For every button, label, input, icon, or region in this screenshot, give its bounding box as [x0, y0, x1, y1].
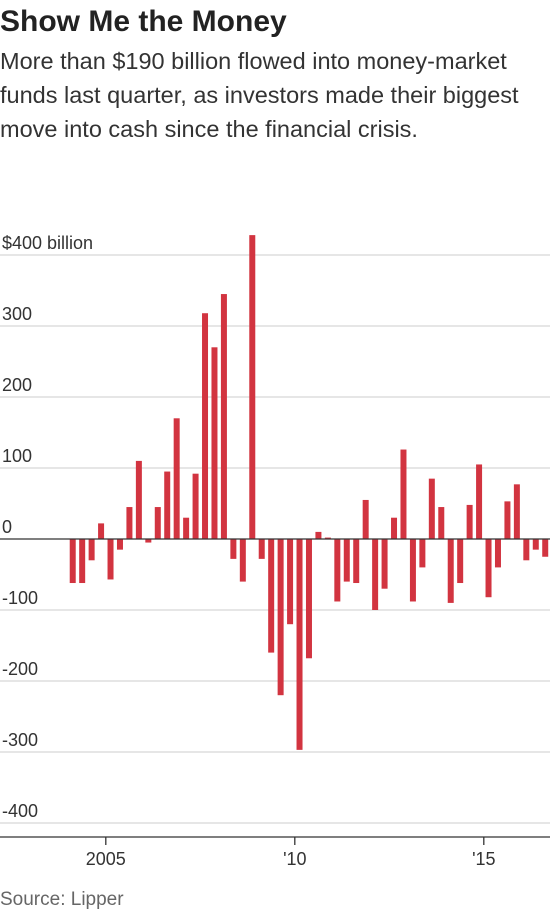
bar [268, 539, 275, 653]
bars [69, 235, 549, 750]
bar [202, 313, 209, 539]
bar [362, 499, 369, 539]
y-tick-label: -400 [2, 801, 38, 821]
bar [532, 539, 539, 550]
bar [324, 537, 331, 539]
bar [145, 539, 152, 543]
bar [457, 539, 464, 584]
bar [69, 539, 76, 584]
x-tick-label: '10 [283, 849, 306, 869]
bar [211, 347, 218, 539]
y-tick-label: $400 billion [2, 233, 93, 253]
y-tick-label: -100 [2, 588, 38, 608]
bar [334, 539, 341, 602]
bar [154, 507, 161, 539]
bar [343, 539, 350, 582]
bar [381, 539, 388, 589]
bar [315, 531, 322, 539]
x-tick-label: 2005 [86, 849, 126, 869]
bar [287, 539, 294, 625]
bar-chart: $400 billion 300 200 100 0 -100 -200 -300 -400 20… [0, 233, 550, 869]
bar [523, 539, 530, 561]
y-tick-label: 100 [2, 446, 32, 466]
y-tick-label: -300 [2, 730, 38, 750]
bar [476, 464, 483, 539]
bar [249, 235, 256, 539]
x-tick-label: '15 [472, 849, 495, 869]
bar [504, 501, 511, 539]
bar [409, 539, 416, 602]
bar [494, 539, 501, 568]
bar [239, 539, 246, 582]
bar [419, 539, 426, 568]
bar [88, 539, 95, 561]
bar [79, 539, 86, 584]
bar [135, 460, 142, 539]
bar [372, 539, 379, 610]
bar [305, 539, 312, 659]
bar [447, 539, 454, 603]
bar [107, 539, 114, 580]
bar [466, 504, 473, 539]
bar [513, 484, 520, 539]
bar [485, 539, 492, 598]
bar [391, 517, 398, 539]
gridlines [0, 254, 550, 824]
chart-subtitle: More than $190 billion flowed into money… [0, 48, 519, 142]
bar [220, 294, 227, 539]
tick-labels: $400 billion 300 200 100 0 -100 -200 -300 -400 20… [2, 233, 496, 869]
bar [258, 539, 265, 559]
source-note: Source: Lipper [0, 889, 124, 910]
bar [428, 478, 435, 539]
bar [192, 473, 199, 539]
bar [353, 539, 360, 584]
bar [400, 449, 407, 539]
bar [164, 471, 171, 539]
bar [98, 523, 105, 539]
bar [230, 539, 237, 559]
y-tick-label: 300 [2, 304, 32, 324]
bar [126, 507, 133, 539]
chart-area: $400 billion 300 200 100 0 -100 -200 -300 -400 20… [0, 220, 550, 870]
bar [542, 539, 549, 557]
y-tick-label: 200 [2, 375, 32, 395]
bar [296, 539, 303, 750]
bar [438, 507, 445, 539]
bar [173, 418, 180, 539]
bar [183, 517, 190, 539]
axes [0, 538, 550, 845]
y-tick-label: 0 [2, 517, 12, 537]
chart-title: Show Me the Money [0, 5, 287, 38]
bar [116, 539, 123, 550]
bar [277, 539, 284, 696]
y-tick-label: -200 [2, 659, 38, 679]
